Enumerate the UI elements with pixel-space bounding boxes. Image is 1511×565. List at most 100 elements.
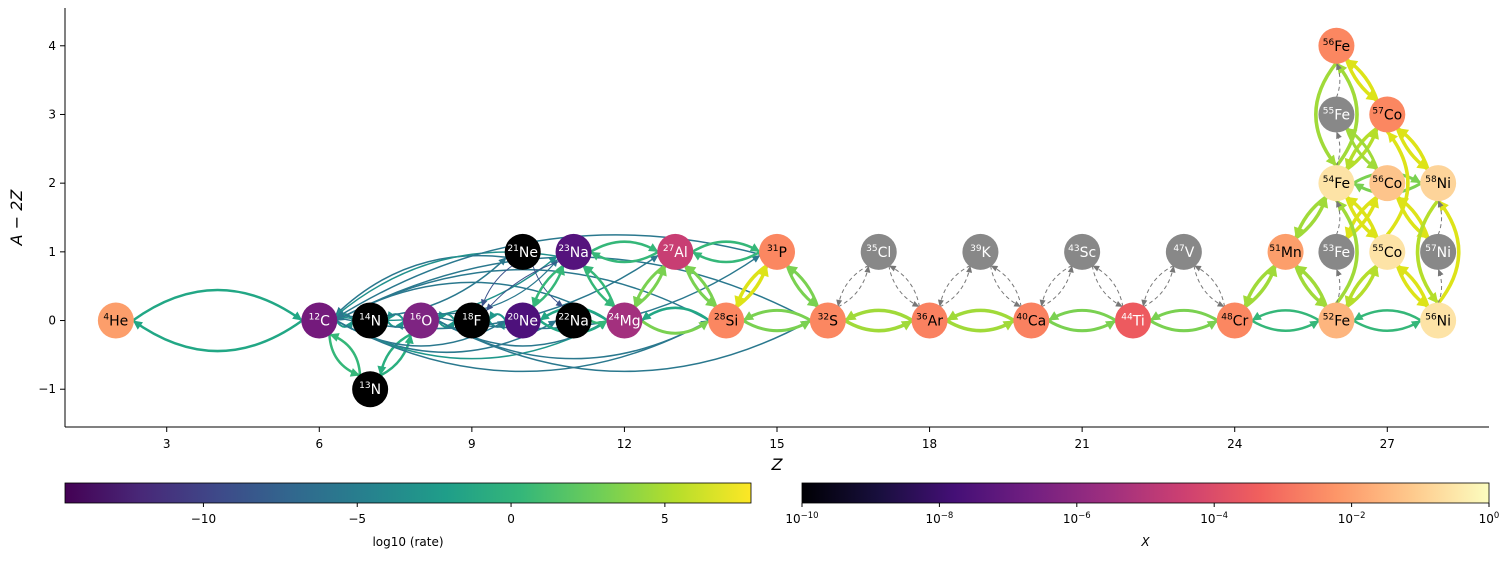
- mass-number: 54: [1323, 175, 1335, 185]
- reaction-edge: [1243, 264, 1278, 309]
- edge-curve: [379, 333, 412, 376]
- y-tick-label: −1: [38, 382, 56, 396]
- edge-arrowhead: [531, 296, 540, 307]
- reaction-edge: [1149, 319, 1219, 333]
- reaction-edge: [836, 265, 869, 307]
- nuclide-label: 53Fe: [1323, 244, 1350, 261]
- nuclide-label: 51Mn: [1269, 244, 1301, 261]
- element-symbol: Sc: [1080, 245, 1097, 261]
- nuclide-marker: [1318, 302, 1355, 339]
- edge-arrowhead: [395, 320, 404, 330]
- nuclide-node: 40Ca: [1013, 302, 1050, 339]
- nuclide-marker: [1115, 302, 1151, 339]
- edge-arrowhead: [1365, 90, 1378, 101]
- nuclide-marker: [1318, 233, 1355, 270]
- edge-curve: [888, 265, 920, 308]
- edge-arrowhead: [1397, 265, 1410, 276]
- nuclide-node: 12C: [301, 302, 338, 339]
- mass-number: 12: [309, 313, 320, 323]
- element-symbol: Ni: [1437, 314, 1451, 330]
- nuclide-node: 48Cr: [1216, 302, 1253, 339]
- nuclide-node: 36Ar: [911, 302, 948, 339]
- edge-arrowhead: [1366, 159, 1378, 170]
- edge-curve: [691, 250, 761, 264]
- nuclide-marker: [860, 233, 897, 270]
- nuclide-marker: [911, 302, 948, 339]
- mass-number: 48: [1221, 313, 1233, 323]
- y-tick-label: 2: [48, 176, 56, 190]
- mass-number: 57: [1425, 244, 1436, 254]
- element-symbol: Ne: [519, 245, 538, 261]
- reaction-edge: [1193, 265, 1226, 307]
- mass-number: 14: [359, 313, 371, 323]
- edge-arrowhead: [1336, 200, 1342, 208]
- reaction-edge: [589, 250, 659, 264]
- edge-arrowhead: [799, 320, 811, 330]
- nuclide-marker: [1420, 233, 1457, 270]
- reaction-edge: [1437, 199, 1444, 236]
- nuclide-node: 31P: [759, 233, 795, 270]
- reaction-edge: [742, 308, 812, 322]
- reaction-edge: [1395, 127, 1430, 171]
- colorbar-tick-label: 10−6: [1063, 511, 1091, 526]
- nuclide-node: 4He: [97, 302, 134, 339]
- edge-arrowhead: [1013, 301, 1022, 307]
- element-symbol: C: [320, 314, 330, 330]
- edge-arrowhead: [1410, 320, 1422, 330]
- nuclide-marker: [1420, 165, 1457, 202]
- edge-curve: [1040, 265, 1073, 307]
- reaction-edge: [1314, 61, 1338, 168]
- nuclide-label: 47V: [1173, 244, 1194, 261]
- edge-curve: [589, 240, 659, 253]
- edge-arrowhead: [900, 320, 913, 331]
- colorbar-tick-label: 10−8: [925, 511, 953, 526]
- mass-number: 24: [608, 313, 620, 323]
- nuclide-marker: [403, 302, 439, 339]
- edge-arrowhead: [1336, 62, 1342, 71]
- mass-number: 13: [359, 381, 370, 391]
- element-symbol: Mn: [1281, 245, 1302, 261]
- element-symbol: Na: [570, 314, 589, 330]
- reaction-edge: [1345, 195, 1379, 239]
- reaction-edge: [1415, 199, 1440, 305]
- nuclide-node: 43Sc: [1064, 233, 1101, 270]
- edge-arrowhead: [844, 310, 857, 321]
- edge-curve: [939, 265, 971, 307]
- element-symbol: O: [421, 314, 432, 330]
- mass-number: 27: [663, 244, 674, 254]
- reaction-edge: [785, 265, 819, 309]
- edge-arrowhead: [743, 311, 755, 321]
- edge-arrowhead: [387, 311, 396, 321]
- reaction-edge: [640, 306, 710, 322]
- edge-arrowhead: [758, 265, 769, 278]
- edge-arrowhead: [1104, 320, 1116, 330]
- reaction-edge: [386, 319, 405, 330]
- edge-arrowhead: [1295, 265, 1308, 276]
- edge-arrowhead: [1344, 295, 1355, 307]
- nuclide-marker: [453, 302, 490, 339]
- mass-number: 22: [558, 313, 569, 323]
- mass-number: 55: [1372, 244, 1383, 254]
- edge-curve: [437, 319, 812, 373]
- colorbar-label: log10 (rate): [372, 535, 443, 549]
- reaction-edge: [582, 265, 616, 308]
- element-symbol: He: [109, 314, 128, 330]
- mass-number: 4: [103, 313, 109, 323]
- edge-arrowhead: [1344, 157, 1355, 170]
- edge-curve: [334, 254, 507, 316]
- y-tick-label: 3: [48, 107, 56, 121]
- edge-curve: [1415, 199, 1440, 305]
- reaction-edge: [531, 264, 565, 308]
- nuclide-node: 53Fe: [1318, 233, 1355, 270]
- reaction-edge: [742, 319, 812, 333]
- edge-arrowhead: [1346, 196, 1359, 208]
- edge-arrowhead: [1437, 200, 1444, 208]
- nuclide-marker: [1013, 302, 1050, 339]
- edge-arrowhead: [1141, 299, 1148, 307]
- nuclide-marker: [352, 371, 389, 408]
- nuclide-label: 18F: [462, 313, 482, 330]
- edge-arrowhead: [1346, 59, 1359, 70]
- element-symbol: Cl: [878, 245, 892, 261]
- element-symbol: Ca: [1028, 314, 1046, 330]
- edge-curve: [1352, 319, 1422, 332]
